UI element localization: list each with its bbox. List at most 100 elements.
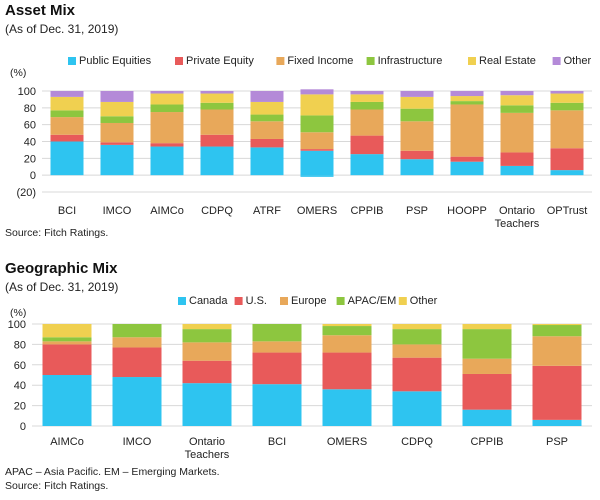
- bar-segment-other: [462, 324, 512, 330]
- bar-segment-public-equities: [100, 144, 134, 176]
- y-tick-label: 80: [14, 339, 26, 351]
- x-tick-label: OPTrust: [547, 205, 588, 217]
- bar-segment-fixed-income: [550, 110, 584, 149]
- bar-segment-private-equity: [200, 134, 234, 147]
- bar-segment-apac-em: [42, 337, 92, 342]
- legend-swatch-other: [398, 297, 407, 305]
- x-tick-label: Teachers: [495, 218, 540, 230]
- x-tick-label: OMERS: [327, 436, 367, 448]
- bar-segment-fixed-income: [400, 121, 434, 151]
- bar-segment-other: [100, 91, 134, 102]
- bar-segment-public-equities: [300, 150, 334, 176]
- y-tick-label: 40: [14, 380, 26, 392]
- bar-segment-private-equity: [400, 150, 434, 160]
- bar-segment-other: [50, 91, 84, 97]
- legend-swatch-canada: [178, 297, 186, 305]
- legend-label: Real Estate: [479, 55, 536, 67]
- bar-segment-u-s-: [532, 365, 582, 420]
- bar-segment-real-estate: [550, 93, 584, 103]
- x-tick-label: CPPIB: [350, 205, 383, 217]
- legend-label: Other: [410, 295, 438, 307]
- y-tick-label: (20): [16, 187, 36, 199]
- bar-segment-u-s-: [252, 352, 302, 385]
- bar-segment-other: [392, 324, 442, 330]
- bar-segment-canada: [322, 389, 372, 426]
- bar-segment-apac-em: [112, 324, 162, 338]
- bar-segment-negative: [300, 175, 334, 177]
- bar-segment-infrastructure: [50, 110, 84, 118]
- bar-segment-fixed-income: [150, 112, 184, 144]
- legend-swatch-real-estate: [468, 57, 476, 65]
- y-axis-unit-label: (%): [10, 307, 26, 319]
- bar-segment-europe: [532, 336, 582, 366]
- bar-segment-private-equity: [350, 135, 384, 155]
- y-tick-label: 20: [24, 153, 36, 165]
- bar-segment-apac-em: [182, 329, 232, 343]
- legend-label: Europe: [291, 295, 326, 307]
- bar-segment-fixed-income: [250, 121, 284, 139]
- y-tick-label: 40: [24, 137, 36, 149]
- geographic-mix-chart: Canada U.S. Europe APAC/EM Other (%) 0 20 40 60 80…: [8, 295, 592, 458]
- bar-segment-private-equity: [250, 138, 284, 148]
- y-tick-label: 20: [14, 401, 26, 413]
- bar-segment-canada: [42, 375, 92, 426]
- bar-segment-public-equities: [200, 146, 234, 176]
- bar-segment-apac-em: [532, 325, 582, 337]
- bar-segment-apac-em: [392, 329, 442, 345]
- bar-segment-private-equity: [450, 156, 484, 162]
- y-tick-label: 60: [24, 120, 36, 132]
- bar-segment-real-estate: [150, 93, 184, 105]
- bar-segment-other: [150, 91, 184, 94]
- y-tick-label: 0: [20, 421, 26, 433]
- geographic-mix-source: Source: Fitch Ratings.: [5, 480, 109, 492]
- legend-label: APAC/EM: [348, 295, 397, 307]
- bar-segment-real-estate: [100, 101, 134, 117]
- legend-label: Fixed Income: [287, 55, 353, 67]
- legend-label: Private Equity: [186, 55, 254, 67]
- bar-segment-other: [450, 91, 484, 97]
- legend-swatch-u-s-: [234, 297, 243, 305]
- legend-swatch-fixed-income: [276, 57, 285, 65]
- bar-segment-real-estate: [350, 94, 384, 102]
- asset-mix-chart: Public Equities Private Equity Fixed Incom…: [10, 55, 592, 230]
- y-tick-label: 0: [30, 170, 36, 182]
- bar-segment-infrastructure: [500, 105, 534, 113]
- bar-segment-infrastructure: [100, 116, 134, 123]
- bar-segment-infrastructure: [550, 102, 584, 111]
- x-tick-label: CPPIB: [470, 436, 503, 448]
- legend-label: Public Equities: [79, 55, 152, 67]
- bar-segment-u-s-: [182, 360, 232, 384]
- legend-swatch-other: [552, 57, 561, 65]
- geographic-mix-note: APAC – Asia Pacific. EM – Emerging Marke…: [5, 466, 220, 478]
- bar-segment-apac-em: [252, 324, 302, 342]
- bar-segment-u-s-: [112, 347, 162, 378]
- bar-segment-real-estate: [500, 95, 534, 106]
- x-tick-label: BCI: [58, 205, 76, 217]
- legend-swatch-europe: [280, 297, 288, 305]
- bar-segment-europe: [462, 358, 512, 374]
- bar-segment-infrastructure: [300, 115, 334, 133]
- bar-segment-infrastructure: [350, 101, 384, 110]
- bar-segment-infrastructure: [450, 101, 484, 105]
- legend-label: U.S.: [246, 295, 267, 307]
- bar-segment-europe: [182, 342, 232, 361]
- x-tick-label: IMCO: [103, 205, 132, 217]
- bar-segment-europe: [112, 337, 162, 348]
- legend-swatch-public-equities: [68, 57, 76, 65]
- bar-segment-real-estate: [300, 94, 334, 116]
- legend-swatch-private-equity: [175, 57, 183, 65]
- bar-segment-u-s-: [322, 352, 372, 390]
- x-tick-label: Teachers: [185, 449, 230, 458]
- bar-segment-u-s-: [42, 344, 92, 375]
- bar-segment-private-equity: [50, 134, 84, 142]
- bar-segment-public-equities: [550, 170, 584, 176]
- x-tick-label: AIMCo: [150, 205, 184, 217]
- legend-label: Canada: [189, 295, 228, 307]
- bar-segment-other: [322, 324, 372, 327]
- x-tick-label: IMCO: [123, 436, 152, 448]
- bar-segment-private-equity: [500, 152, 534, 166]
- legend-label: Infrastructure: [378, 55, 443, 67]
- bar-segment-canada: [112, 377, 162, 426]
- bar-segment-fixed-income: [50, 117, 84, 135]
- bar-segment-u-s-: [462, 373, 512, 410]
